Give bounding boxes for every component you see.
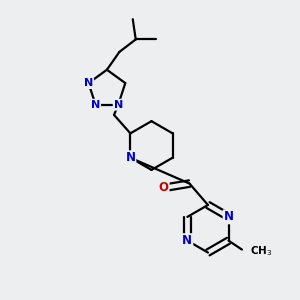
Text: N: N: [91, 100, 100, 110]
Text: N: N: [114, 100, 123, 110]
Text: N: N: [84, 78, 93, 88]
Text: N: N: [125, 151, 135, 164]
Text: N: N: [224, 210, 234, 224]
Text: CH$_3$: CH$_3$: [250, 244, 273, 258]
Text: N: N: [182, 234, 192, 247]
Text: O: O: [159, 181, 169, 194]
